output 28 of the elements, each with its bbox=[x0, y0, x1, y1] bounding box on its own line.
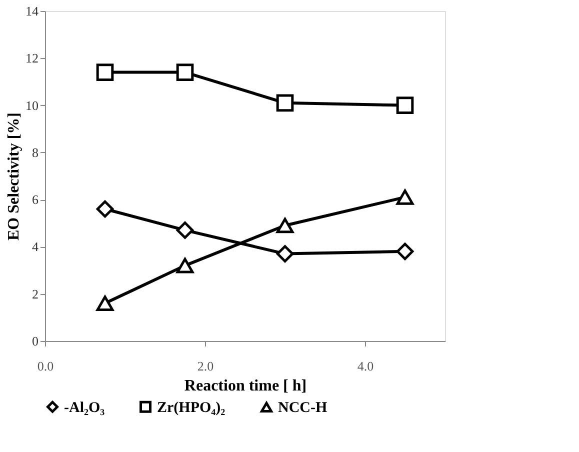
legend-label: -Al₂O₃ bbox=[64, 400, 106, 416]
point bbox=[276, 94, 294, 112]
x-tick-label: 0.0 bbox=[37, 358, 54, 374]
point bbox=[96, 200, 114, 218]
legend-label: Zr(HPO₄)₂ bbox=[157, 400, 226, 416]
point bbox=[396, 242, 414, 260]
point bbox=[276, 218, 294, 234]
y-tick-label: 0 bbox=[32, 334, 38, 348]
point bbox=[176, 222, 194, 239]
point bbox=[396, 190, 414, 205]
y-tick-label: 10 bbox=[26, 98, 38, 113]
y-tick-label: 4 bbox=[32, 239, 39, 254]
point bbox=[176, 258, 194, 274]
legend-label: NCC-H bbox=[278, 400, 328, 416]
point bbox=[96, 64, 114, 81]
y-tick-label: 12 bbox=[26, 50, 38, 66]
y-tick-label: 8 bbox=[32, 144, 38, 160]
y-tick-label: 6 bbox=[32, 192, 39, 208]
y-tick-label: 2 bbox=[32, 286, 38, 302]
x-tick-label: 4.0 bbox=[357, 358, 374, 374]
x-axis-title: Reaction time [ h] bbox=[184, 378, 307, 394]
point bbox=[276, 245, 294, 262]
x-tick-label: 2.0 bbox=[197, 358, 214, 374]
y-axis-title: EO Selectivity [%] bbox=[6, 112, 22, 240]
point bbox=[96, 296, 114, 311]
point bbox=[396, 96, 414, 114]
y-tick-label: 14 bbox=[26, 4, 39, 18]
point bbox=[176, 64, 194, 81]
